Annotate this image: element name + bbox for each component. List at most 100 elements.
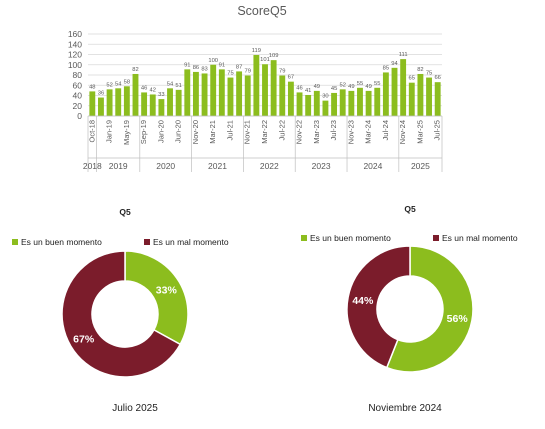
legend-swatch (433, 235, 439, 241)
bar-data-label: 48 (89, 84, 95, 90)
bar (322, 100, 329, 116)
bar-data-label: 58 (124, 79, 130, 85)
bar-data-label: 45 (331, 86, 337, 92)
bar (287, 81, 294, 116)
donut-slice-label: 67% (73, 333, 95, 345)
bar (167, 88, 173, 116)
x-tick-label: Nov-21 (243, 120, 252, 144)
bar-data-label: 52 (339, 82, 345, 88)
bar-data-label: 67 (288, 75, 294, 81)
x-tick-label: Nov-24 (398, 120, 407, 144)
x-tick-label: Mar-25 (415, 120, 424, 144)
bar (313, 90, 320, 116)
bar (175, 89, 182, 116)
bar (382, 72, 389, 116)
bar (305, 94, 312, 116)
x-tick-label: Jan-20 (156, 120, 165, 143)
bar-data-label: 52 (106, 82, 112, 88)
bar-data-label: 79 (279, 69, 285, 75)
bar-data-label: 36 (98, 91, 104, 97)
donut-slice (61, 250, 182, 378)
bar-data-label: 55 (374, 81, 380, 87)
bar-data-label: 54 (115, 81, 122, 87)
year-label: 2018 (83, 161, 102, 171)
bar (227, 77, 234, 116)
y-tick-label: 60 (73, 80, 83, 90)
bar-data-label: 101 (260, 57, 270, 63)
donut-slice-label: 44% (352, 295, 374, 307)
y-tick-label: 0 (77, 111, 82, 121)
legend-label: Es un buen momento (21, 237, 102, 247)
bar (236, 71, 243, 116)
year-label: 2024 (363, 161, 382, 171)
bar-data-label: 75 (426, 71, 432, 77)
bar-data-label: 100 (208, 58, 218, 64)
donut-slice (124, 250, 189, 346)
bar-data-label: 75 (227, 71, 233, 77)
bar-data-label: 119 (252, 48, 261, 54)
bar (253, 55, 260, 116)
y-tick-label: 120 (68, 50, 82, 60)
bar-data-label: 86 (193, 65, 199, 71)
bar-data-label: 46 (296, 85, 302, 91)
bar-data-label: 82 (132, 67, 138, 73)
x-tick-label: Jan-19 (105, 120, 114, 143)
donut-right-legend: Es un buen momento Es un mal momento (301, 233, 518, 243)
donut-slice-label: 33% (156, 285, 178, 297)
bar-data-label: 54 (167, 81, 174, 87)
bar-data-label: 66 (434, 75, 440, 81)
bar-data-label: 33 (158, 92, 164, 98)
bar-data-label: 30 (322, 94, 328, 100)
bar (184, 69, 191, 116)
bar-data-label: 65 (409, 76, 415, 82)
year-label: 2022 (260, 161, 279, 171)
year-label: 2020 (156, 161, 175, 171)
donut-slice (346, 245, 411, 369)
x-tick-label: Oct-18 (87, 120, 96, 143)
y-tick-label: 140 (68, 39, 82, 49)
bar (365, 90, 372, 116)
donut-slice-label: 56% (447, 313, 469, 325)
bar-data-label: 85 (383, 65, 389, 71)
x-tick-label: Jul-25 (433, 120, 442, 140)
bar-data-label: 49 (348, 84, 354, 90)
year-label: 2025 (411, 161, 430, 171)
bar (106, 89, 113, 116)
legend-label: Es un mal momento (153, 237, 229, 247)
bar-data-label: 51 (175, 83, 181, 89)
bar-data-label: 41 (305, 88, 311, 94)
bar-data-label: 49 (365, 84, 371, 90)
bar-data-label: 94 (391, 61, 398, 67)
y-tick-label: 20 (73, 101, 83, 111)
bar (192, 71, 199, 116)
bar (391, 67, 398, 116)
bar-data-label: 109 (269, 53, 279, 59)
bar (218, 69, 225, 116)
legend-swatch (144, 239, 150, 245)
bar (158, 99, 165, 116)
donut-right-caption: Noviembre 2024 (368, 403, 442, 414)
donut-left: 33% 67% (61, 250, 189, 378)
x-tick-label: May-19 (122, 120, 131, 145)
bar (279, 75, 286, 116)
bar (400, 59, 407, 116)
bar-data-label: 82 (417, 67, 423, 73)
y-tick-label: 160 (68, 29, 82, 39)
x-tick-label: Jul-22 (277, 120, 286, 140)
bar (434, 82, 441, 116)
x-tick-label: Jul-23 (329, 120, 338, 140)
bar-data-label: 87 (236, 64, 242, 70)
x-tick-label: Nov-20 (191, 120, 200, 144)
y-tick-label: 40 (73, 91, 83, 101)
donut-left-legend: Es un buen momento Es un mal momento (12, 237, 229, 247)
legend-swatch (12, 239, 18, 245)
y-tick-label: 80 (73, 70, 83, 80)
legend-swatch (301, 235, 307, 241)
x-tick-label: Nov-22 (295, 120, 304, 144)
bar (426, 77, 432, 116)
bar-chart-title: ScoreQ5 (237, 4, 286, 18)
legend-label: Es un mal momento (442, 233, 518, 243)
x-tick-label: Sep-19 (139, 120, 148, 144)
bar (339, 89, 346, 116)
bar-data-label: 111 (399, 52, 408, 58)
